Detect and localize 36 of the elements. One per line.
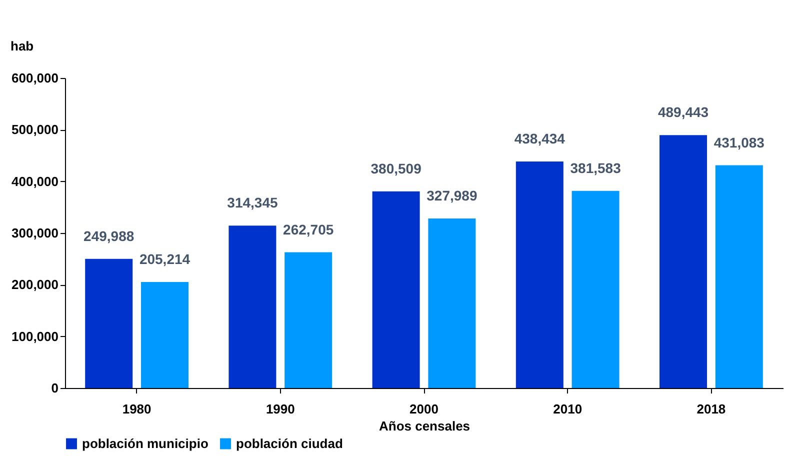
bar xyxy=(85,258,133,388)
bar xyxy=(372,191,420,388)
y-tick-label: 100,000 xyxy=(12,328,58,344)
legend-label: población ciudad xyxy=(236,436,343,451)
bar xyxy=(228,226,276,388)
y-tick-label: 200,000 xyxy=(12,277,58,292)
data-label: 381,583 xyxy=(570,160,622,176)
y-tick-label: 0 xyxy=(51,380,58,396)
bar xyxy=(516,161,564,388)
y-tick-label: 500,000 xyxy=(12,122,58,138)
y-axis-title: hab xyxy=(10,38,34,54)
x-axis-title: Años censales xyxy=(378,418,470,434)
data-label: 431,083 xyxy=(714,134,765,150)
data-label: 380,509 xyxy=(370,160,422,176)
x-tick-label: 2010 xyxy=(553,402,582,416)
bar xyxy=(428,218,476,388)
y-tick-label: 300,000 xyxy=(12,226,58,240)
x-tick-label: 1990 xyxy=(266,402,295,416)
data-label: 438,434 xyxy=(514,130,566,146)
data-label: 249,988 xyxy=(84,228,134,244)
data-label: 489,443 xyxy=(658,104,709,120)
y-tick-label: 400,000 xyxy=(12,174,58,189)
data-label: 205,214 xyxy=(139,250,190,267)
bar xyxy=(572,190,620,388)
data-label: 262,705 xyxy=(283,221,334,238)
bar xyxy=(660,135,708,388)
bar xyxy=(715,165,763,388)
bar xyxy=(140,282,188,388)
data-label: 314,345 xyxy=(227,194,278,211)
x-tick-label: 1980 xyxy=(122,402,152,416)
x-tick-label: 2000 xyxy=(410,402,438,416)
x-tick-label: 2018 xyxy=(696,402,726,416)
bar xyxy=(284,252,332,388)
legend-label: población municipio xyxy=(82,436,208,451)
data-label: 327,989 xyxy=(426,188,478,204)
y-tick-label: 600,000 xyxy=(12,70,58,86)
